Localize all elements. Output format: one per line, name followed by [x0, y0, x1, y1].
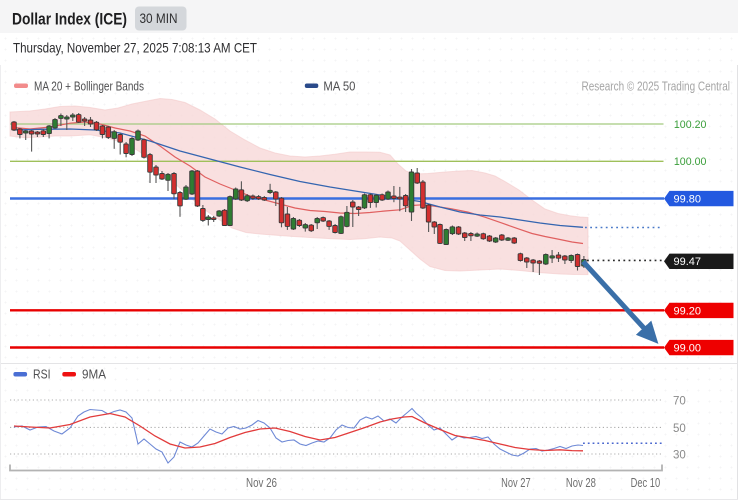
svg-text:99.00: 99.00	[674, 343, 702, 355]
svg-text:Nov 27: Nov 27	[501, 476, 531, 490]
svg-text:Research © 2025 Trading Centra: Research © 2025 Trading Central	[582, 79, 731, 93]
svg-text:Thursday, November 27, 2025 7:: Thursday, November 27, 2025 7:08:13 AM C…	[13, 40, 257, 56]
svg-text:Nov 26: Nov 26	[246, 476, 277, 490]
svg-text:30 MIN: 30 MIN	[140, 11, 178, 26]
svg-text:RSI: RSI	[33, 368, 51, 382]
svg-text:30: 30	[673, 449, 686, 461]
svg-text:Dollar Index (ICE): Dollar Index (ICE)	[12, 9, 127, 28]
svg-text:MA 50: MA 50	[323, 79, 355, 93]
svg-text:99.80: 99.80	[674, 194, 702, 206]
svg-text:MA 20 + Bollinger Bands: MA 20 + Bollinger Bands	[34, 79, 144, 93]
svg-text:70: 70	[673, 395, 686, 407]
svg-text:99.20: 99.20	[674, 305, 702, 317]
svg-text:100.20: 100.20	[674, 119, 707, 131]
svg-text:9MA: 9MA	[82, 368, 107, 382]
svg-text:Dec 10: Dec 10	[631, 476, 661, 490]
svg-text:50: 50	[673, 423, 686, 435]
svg-text:99.47: 99.47	[674, 256, 702, 268]
svg-text:Nov 28: Nov 28	[566, 476, 596, 490]
svg-text:100.00: 100.00	[674, 156, 707, 168]
